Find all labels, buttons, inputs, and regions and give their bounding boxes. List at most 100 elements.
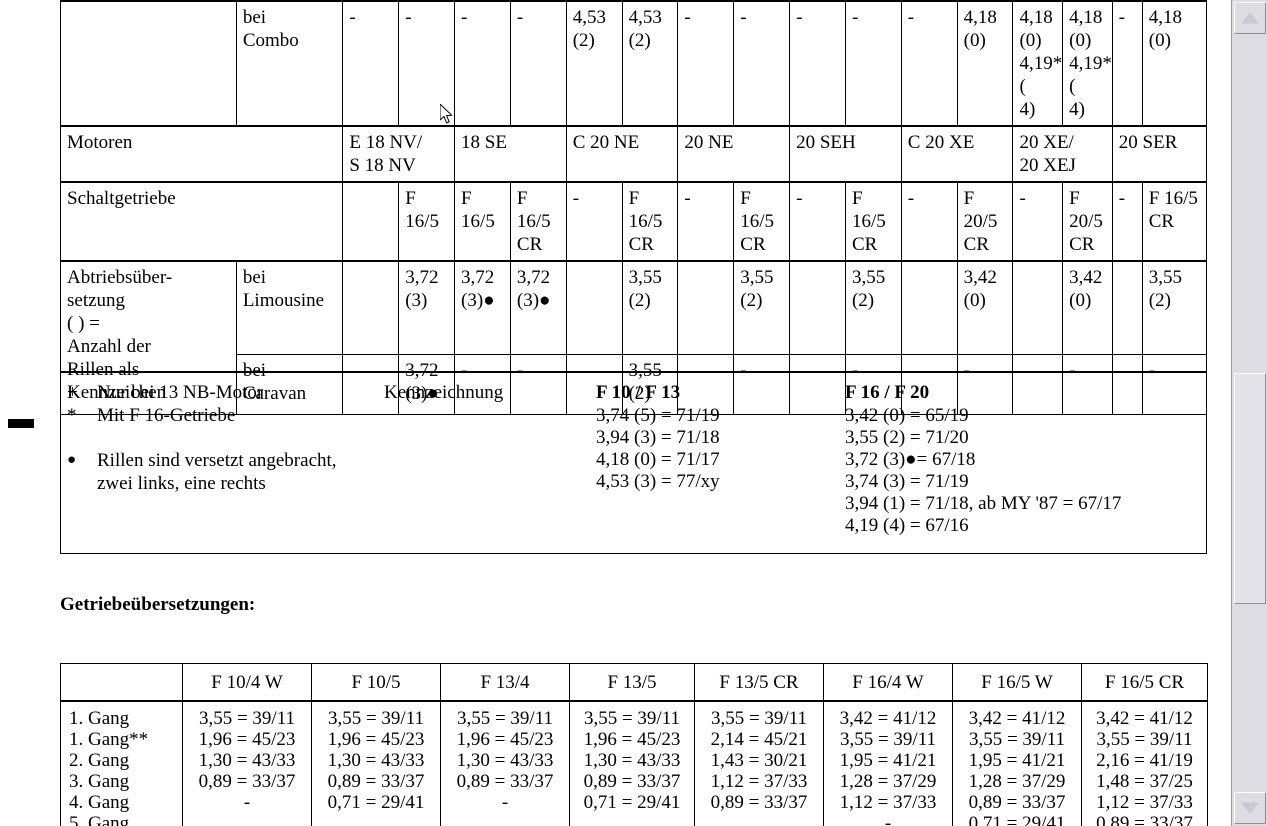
- cell-car-12: [1012, 354, 1064, 415]
- cell-motoren-7: 20 SER: [1111, 124, 1208, 182]
- scroll-down-arrow-icon: [1241, 802, 1259, 814]
- gear-cell-3-2: 1,30 = 43/33: [456, 750, 554, 771]
- scrollbar-thumb[interactable]: [1234, 373, 1266, 604]
- gear-row-label-1: 1. Gang**: [69, 729, 149, 750]
- cell-combo-9: -: [844, 0, 902, 126]
- gear-cell-0-5: 3,42 = 41/12: [839, 708, 937, 729]
- gear-cell-3-6: 1,28 = 37/29: [968, 771, 1066, 792]
- cell-schalt-14: -: [1111, 180, 1143, 261]
- cell-car-15: -: [1141, 354, 1208, 415]
- cell-schalt-12: -: [1012, 180, 1064, 261]
- cell-lim-12: [1012, 259, 1064, 355]
- cell-lim-9: 3,55 (2): [844, 259, 902, 355]
- cell-caravan-label: bei Caravan: [235, 354, 344, 415]
- gear-table-header-row: F 10/4 W F 10/5 F 13/4 F 13/5 F 13/5 CR …: [60, 663, 1208, 702]
- gear-col-head-5: F 13/5 CR: [694, 663, 824, 702]
- legend-box: + * ● Nur bei 13 NB-Motor Mit F 16-Getri…: [60, 371, 1207, 554]
- cell-limousine-label: bei Limousine: [235, 259, 344, 355]
- cell-car-3: -: [509, 354, 567, 415]
- legend-symbol-plus: +: [67, 382, 78, 403]
- cell-schalt-7: F 16/5 CR: [733, 180, 791, 261]
- gear-cell-5-7: 0,89 = 33/37: [1096, 813, 1193, 826]
- cell-motoren-4: 20 SEH: [789, 124, 902, 182]
- cell-combo-2: -: [454, 0, 511, 126]
- cell-combo-3: -: [509, 0, 567, 126]
- cell-combo-4: 4,53 (2): [565, 0, 623, 126]
- cell-combo-6: -: [677, 0, 735, 126]
- cell-lim-7: 3,55 (2): [733, 259, 791, 355]
- gear-cell-5-1: 0,71 = 29/41: [327, 792, 425, 813]
- table-row-limousine: Abtriebsüber- setzung ( ) = Anzahl der R…: [60, 259, 1208, 415]
- cell-combo-10: -: [900, 0, 958, 126]
- cell-combo-14: -: [1111, 0, 1143, 126]
- gear-cell-3-3: 1,30 = 43/33: [583, 750, 681, 771]
- gear-cell-4-1: 0,89 = 33/37: [327, 771, 425, 792]
- cell-lim-11: 3,42 (0): [956, 259, 1014, 355]
- cell-motoren-6: 20 XE/ 20 XEJ: [1012, 124, 1113, 182]
- cell-schalt-8: -: [789, 180, 846, 261]
- cell-combo-rowlabel-empty: [60, 0, 237, 126]
- table-row-caravan: bei Caravan 3,72 (3)● - - 3,55 (2) - - -…: [61, 354, 1208, 415]
- gear-cell-4-0: 0,89 = 33/37: [198, 771, 296, 792]
- gear-cell-2-1: 1,96 = 45/23: [327, 729, 425, 750]
- legend-col1-line-3: 4,53 (3) = 77/xy: [596, 471, 720, 492]
- cell-lim-8: [789, 259, 846, 355]
- gear-cell-4-6: 0,89 = 33/37: [968, 792, 1066, 813]
- gear-cell-0-0: 3,55 = 39/11: [198, 708, 296, 729]
- cell-car-7: -: [733, 354, 791, 415]
- gear-cell-0-3: 3,55 = 39/11: [583, 708, 681, 729]
- gear-cell-1-5: 3,55 = 39/11: [839, 729, 937, 750]
- cell-lim-4: [565, 259, 623, 355]
- cell-combo-8: -: [789, 0, 846, 126]
- scroll-up-button[interactable]: [1234, 2, 1266, 34]
- cell-motoren-0: E 18 NV/ S 18 NV: [342, 124, 456, 182]
- gear-cell-0-2: 3,55 = 39/11: [456, 708, 554, 729]
- cell-schalt-6: -: [677, 180, 735, 261]
- cell-combo-5: 4,53 (2): [621, 0, 679, 126]
- gear-cell-4-3: 0,89 = 33/37: [583, 771, 681, 792]
- cell-car-5: 3,55 (2): [621, 354, 679, 415]
- gear-cell-0-6: 3,42 = 41/12: [968, 708, 1066, 729]
- cell-combo-13: 4,18 (0) 4,19*( 4): [1062, 0, 1113, 126]
- scroll-down-button[interactable]: [1234, 792, 1266, 824]
- cell-lim-14: [1111, 259, 1143, 355]
- cell-combo-0: -: [342, 0, 400, 126]
- gear-cell-3-4: 1,43 = 30/21: [710, 750, 808, 771]
- cell-motoren-label: Motoren: [59, 124, 344, 182]
- legend-kennzeichnung-label: Kennzeichnung: [384, 382, 504, 403]
- cell-lim-15: 3,55 (2): [1141, 259, 1208, 355]
- cell-motoren-3: 20 NE: [677, 124, 791, 182]
- gear-cell-2-6: 1,95 = 41/21: [968, 750, 1066, 771]
- specification-table: (1)* bei Combo - - - - 4,53 (2) 4,53 (2)…: [59, 0, 1208, 415]
- table-row-schaltgetriebe: Schaltgetriebe F 16/5 F 16/5 F 16/5 CR -…: [59, 180, 1208, 261]
- gear-cell-1-6: 3,55 = 39/11: [968, 729, 1066, 750]
- gear-cell-0-4: 3,55 = 39/11: [710, 708, 808, 729]
- gear-col-head-4: F 13/5: [569, 663, 695, 702]
- legend-col1-line-2: 4,18 (0) = 71/17: [596, 449, 720, 470]
- cell-schalt-2: F 16/5: [454, 180, 511, 261]
- cell-combo-7: -: [733, 0, 791, 126]
- gear-col-head-6: F 16/4 W: [823, 663, 953, 702]
- gear-cell-5-0: -: [243, 792, 251, 813]
- cell-abtrieb-label: Abtriebsüber- setzung ( ) = Anzahl der R…: [60, 259, 237, 415]
- gear-row-label-4: 4. Gang: [69, 792, 130, 813]
- legend-symbol-bullet: ●: [67, 452, 77, 468]
- gear-row-label-0: 1. Gang: [69, 708, 130, 729]
- gear-row-label-2: 2. Gang: [69, 750, 130, 771]
- section-heading-getriebeuebersetzungen: Getriebeübersetzungen:: [60, 594, 256, 615]
- gear-cell-4-7: 1,12 = 37/33: [1096, 792, 1193, 813]
- gear-col-head-8: F 16/5 CR: [1081, 663, 1208, 702]
- scrollbar-track-below-thumb[interactable]: [1234, 604, 1266, 792]
- cell-lim-10: [900, 259, 958, 355]
- scrollbar-track-above-thumb[interactable]: [1234, 34, 1266, 373]
- cell-schalt-4: -: [565, 180, 623, 261]
- cell-car-1: 3,72 (3)●: [398, 354, 456, 415]
- vertical-scrollbar[interactable]: [1231, 0, 1267, 826]
- cell-schalt-11: F 20/5 CR: [956, 180, 1014, 261]
- gear-cell-3-1: 1,30 = 43/33: [327, 750, 425, 771]
- gear-cell-2-2: 1,96 = 45/23: [456, 729, 554, 750]
- cell-lim-5: 3,55 (2): [621, 259, 679, 355]
- legend-col1-line-0: 3,74 (5) = 71/19: [596, 405, 720, 426]
- cell-motoren-1: 18 SE: [454, 124, 567, 182]
